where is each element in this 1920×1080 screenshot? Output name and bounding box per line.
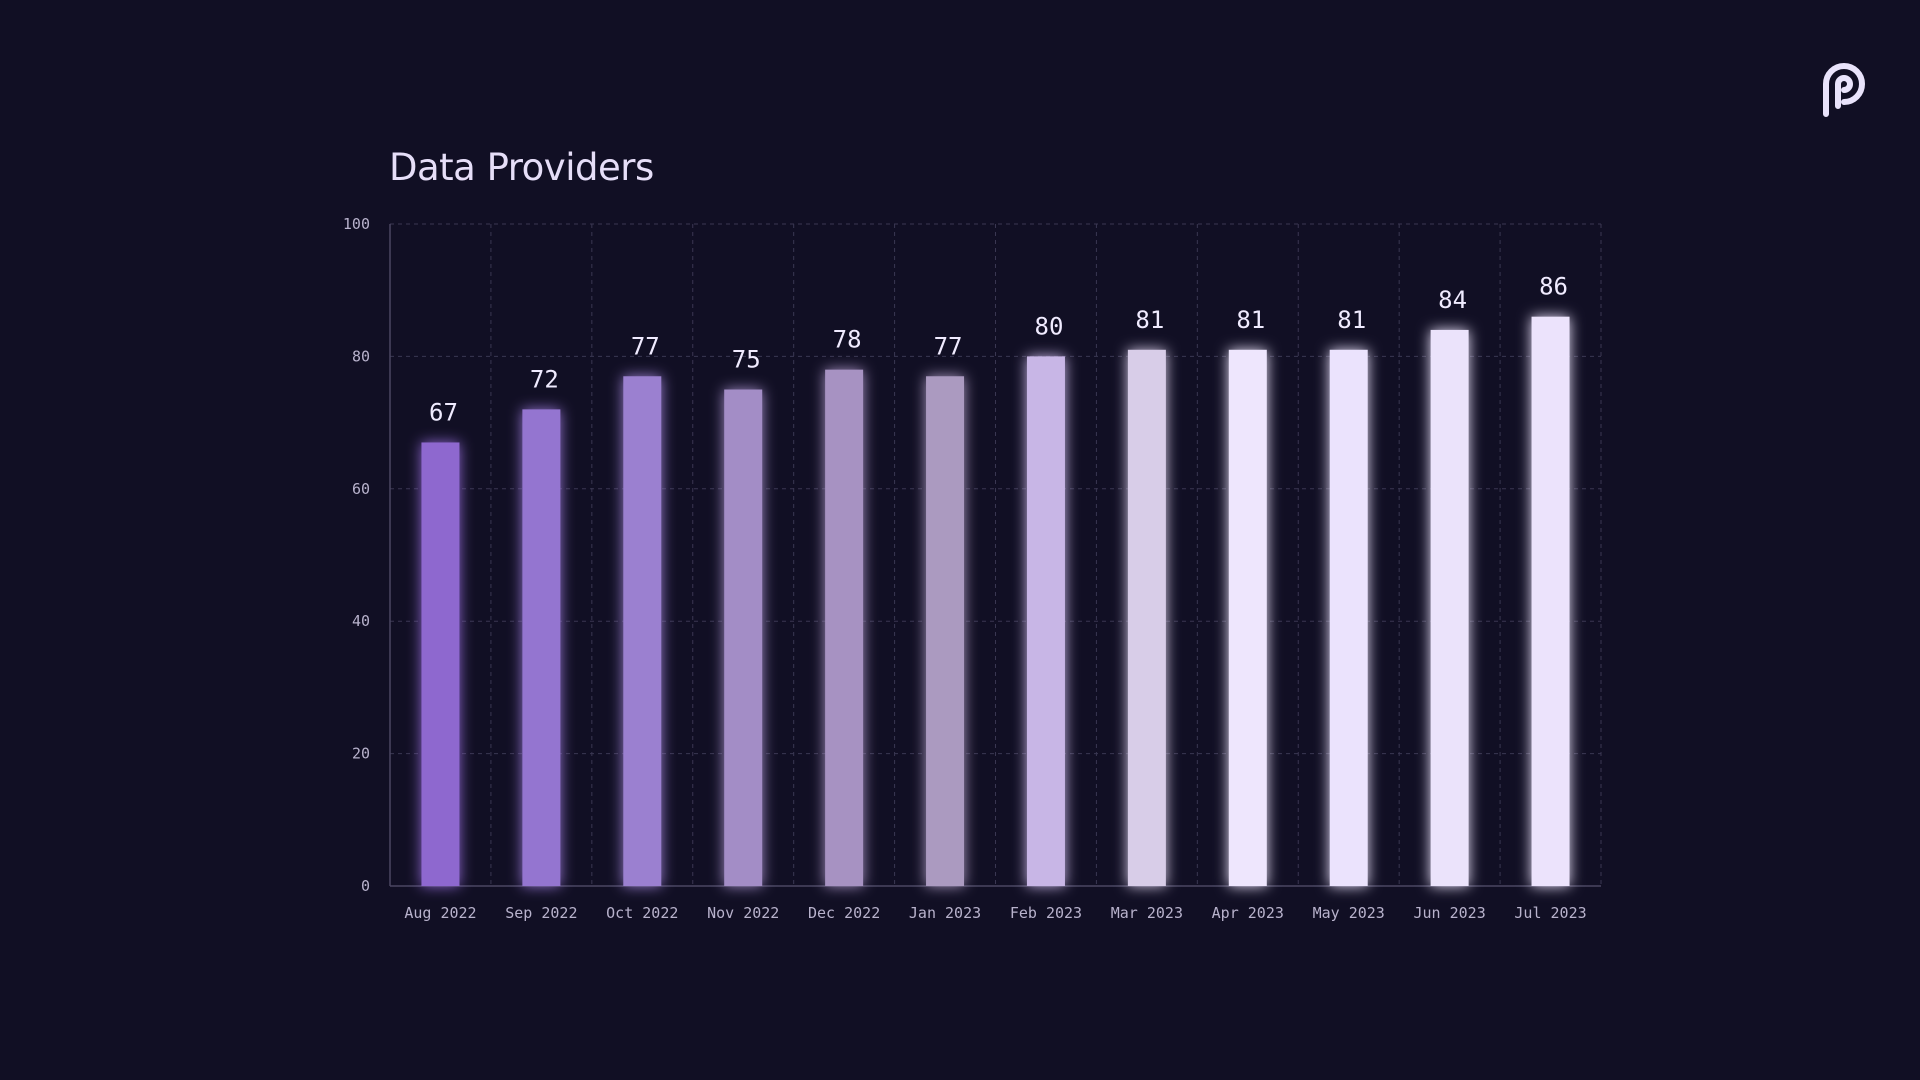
x-tick-label: Jan 2023 [909, 904, 981, 922]
bar-value-label: 81 [1135, 306, 1164, 334]
bar-value-label: 77 [934, 332, 963, 360]
x-tick-label: Mar 2023 [1111, 904, 1183, 922]
bar [1026, 356, 1065, 886]
y-tick-label: 60 [352, 480, 370, 498]
bar-value-label: 77 [631, 332, 660, 360]
bar [926, 376, 965, 886]
bar [1531, 316, 1570, 886]
bar-value-label: 81 [1337, 306, 1366, 334]
x-tick-label: Jul 2023 [1514, 904, 1586, 922]
chart-labels: 0 20 40 60 80 100 67 Aug 2022 72 Sep 2022 77 Oct 20… [343, 215, 1587, 922]
y-tick-label: 40 [352, 612, 370, 630]
x-tick-label: Apr 2023 [1212, 904, 1284, 922]
x-tick-label: May 2023 [1313, 904, 1385, 922]
bar-value-label: 72 [530, 365, 559, 393]
bar [724, 389, 763, 886]
x-tick-label: Nov 2022 [707, 904, 779, 922]
x-tick-label: Sep 2022 [505, 904, 577, 922]
x-tick-label: Jun 2023 [1414, 904, 1486, 922]
bar-value-label: 81 [1236, 306, 1265, 334]
bar-value-label: 80 [1035, 312, 1064, 340]
x-tick-label: Aug 2022 [404, 904, 476, 922]
bar [522, 409, 561, 886]
bar [623, 376, 662, 886]
bar [1228, 349, 1267, 886]
bar [1329, 349, 1368, 886]
chart-grid [389, 223, 1602, 887]
y-tick-label: 80 [352, 347, 370, 365]
y-tick-label: 0 [361, 877, 370, 895]
y-tick-label: 100 [343, 215, 370, 233]
pyth-logo-icon [1818, 58, 1870, 118]
x-tick-label: Oct 2022 [606, 904, 678, 922]
bar [421, 442, 460, 886]
bar [825, 369, 864, 886]
x-tick-label: Feb 2023 [1010, 904, 1082, 922]
x-tick-label: Dec 2022 [808, 904, 880, 922]
bar [1127, 349, 1166, 886]
bar [1430, 329, 1469, 886]
bar-value-label: 67 [429, 398, 458, 426]
bar-value-label: 84 [1438, 286, 1467, 314]
chart-bars [421, 316, 1570, 886]
bar-value-label: 75 [732, 346, 761, 374]
chart-title: Data Providers [389, 146, 654, 189]
bar-value-label: 78 [833, 326, 862, 354]
bar-value-label: 86 [1539, 273, 1568, 301]
y-tick-label: 20 [352, 745, 370, 763]
